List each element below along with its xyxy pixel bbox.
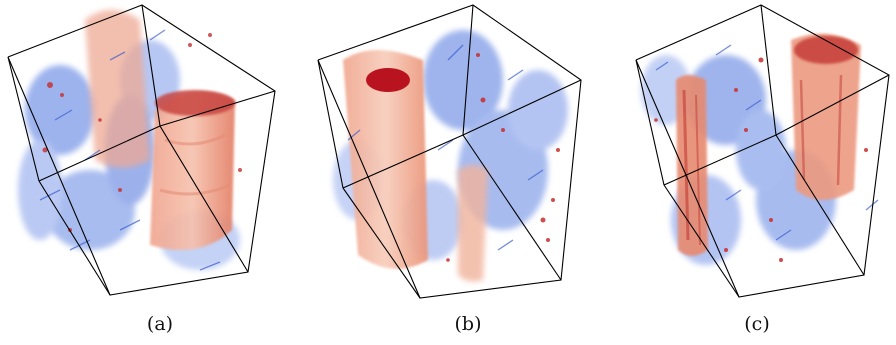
- vortex-cylinder-b: [343, 50, 488, 282]
- vortex-column-back-a: [85, 10, 150, 168]
- cube-wireframe-c: [635, 4, 890, 298]
- speckles-red-c: [654, 57, 868, 262]
- vortex-cylinder-a: [150, 90, 235, 250]
- vortex-column-left-c: [676, 75, 708, 256]
- volume-render-b: [317, 4, 582, 299]
- volume-render-c: [635, 4, 890, 298]
- panel-caption-c: (c): [744, 313, 770, 335]
- streaks-blue-b: [347, 44, 544, 251]
- panel-caption-a: (a): [146, 313, 174, 335]
- panel-caption-b: (b): [454, 313, 482, 335]
- cube-wireframe-a: [7, 4, 276, 296]
- speckles-red-a: [42, 33, 242, 232]
- volume-render-a: [7, 4, 276, 296]
- panel-a: (a): [0, 0, 298, 345]
- panel-c: (c): [596, 0, 894, 345]
- speckles-red-b: [446, 53, 560, 262]
- cube-wireframe-b: [317, 4, 582, 299]
- vortex-column-right-c: [791, 33, 861, 200]
- streaks-blue-c: [655, 44, 879, 241]
- panel-b: (b): [298, 0, 596, 345]
